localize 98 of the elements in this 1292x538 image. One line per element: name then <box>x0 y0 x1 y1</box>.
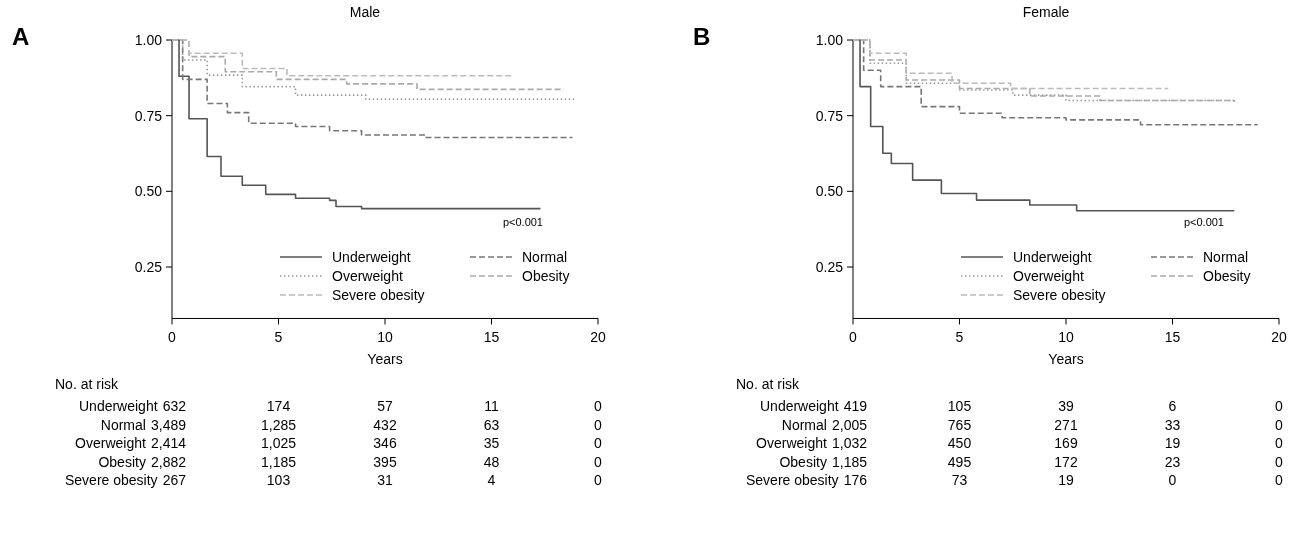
text: No. at risk <box>54 376 119 392</box>
text: Severe obesity <box>64 472 158 488</box>
text: 48 <box>483 453 500 470</box>
legend-label: Overweight <box>332 268 403 284</box>
text: 35 <box>483 435 500 451</box>
text: 450 <box>947 435 972 451</box>
x-tick-label: 0 <box>849 329 858 346</box>
text: 495 <box>947 453 972 470</box>
chart-title: Female <box>1022 4 1070 20</box>
text: 1,185 <box>831 453 868 470</box>
text: 169 <box>1054 435 1078 451</box>
text: No. at risk <box>735 376 800 392</box>
y-tick-label: 0.75 <box>815 107 844 124</box>
y-tick-label: 0.50 <box>815 183 844 200</box>
text: 419 <box>843 398 868 414</box>
legend-label: Underweight <box>1013 249 1092 265</box>
y-tick-label: 1.00 <box>815 32 844 48</box>
text: Normal <box>100 416 146 433</box>
text: 2,414 <box>150 435 187 451</box>
text: Underweight <box>759 398 839 414</box>
x-tick-label: 0 <box>168 329 177 346</box>
text: Underweight <box>78 398 158 414</box>
y-tick-label: 0.25 <box>815 259 844 275</box>
text: 172 <box>1054 453 1078 470</box>
text: 2,882 <box>150 453 187 470</box>
text: 0 <box>1275 435 1284 451</box>
text: 1,032 <box>831 435 868 451</box>
x-axis-title: Years <box>1048 351 1084 368</box>
text: 23 <box>1164 453 1181 470</box>
text: 0 <box>1275 398 1284 414</box>
y-tick-label: 1.00 <box>134 32 163 48</box>
text: 1,185 <box>260 453 297 470</box>
text: 267 <box>162 472 187 488</box>
text: 632 <box>162 398 187 414</box>
text: 31 <box>377 472 393 488</box>
x-tick-label: 20 <box>590 329 606 346</box>
y-tick-label: 0.50 <box>134 183 163 200</box>
text: 19 <box>1058 472 1074 488</box>
text: 3,489 <box>150 416 187 433</box>
text: 0 <box>594 416 603 433</box>
text: 176 <box>843 472 868 488</box>
text: 0 <box>594 398 603 414</box>
text: 57 <box>377 398 393 414</box>
legend-label: Obesity <box>1203 268 1251 284</box>
text: 174 <box>266 398 291 414</box>
x-tick-label: 10 <box>377 329 393 346</box>
annotation: p<0.001 <box>1183 216 1224 228</box>
text: Overweight <box>756 435 827 451</box>
text: 33 <box>1164 416 1181 433</box>
x-tick-label: 20 <box>1271 329 1287 346</box>
text: 765 <box>947 416 972 433</box>
text: 1,025 <box>260 435 297 451</box>
text: 432 <box>373 416 397 433</box>
text: 1,285 <box>260 416 297 433</box>
x-tick-label: 10 <box>1058 329 1074 346</box>
legend-label: Normal <box>522 249 568 265</box>
text: Obesity <box>779 453 827 470</box>
x-tick-label: 15 <box>483 329 500 346</box>
text: 0 <box>1275 416 1284 433</box>
text: 0 <box>594 472 603 488</box>
text: 63 <box>483 416 500 433</box>
legend-label: Severe obesity <box>1013 287 1106 303</box>
text: 395 <box>373 453 397 470</box>
x-tick-label: 5 <box>955 329 964 346</box>
text: 0 <box>1275 472 1284 488</box>
text: 73 <box>951 472 968 488</box>
text: 39 <box>1058 398 1074 414</box>
text: 0 <box>594 435 603 451</box>
text: 0 <box>1168 472 1177 488</box>
text: Obesity <box>98 453 146 470</box>
text: 2,005 <box>831 416 868 433</box>
annotation: p<0.001 <box>502 216 543 228</box>
text: 6 <box>1168 398 1177 414</box>
y-tick-label: 0.25 <box>134 259 163 275</box>
legend-label: Normal <box>1203 249 1249 265</box>
legend-label: Severe obesity <box>332 287 425 303</box>
legend-label: Obesity <box>522 268 570 284</box>
text: B <box>693 23 711 50</box>
text: 105 <box>947 398 972 414</box>
legend-label: Underweight <box>332 249 411 265</box>
text: 4 <box>487 472 496 488</box>
x-axis-title: Years <box>367 351 403 368</box>
text: A <box>12 23 30 50</box>
legend-label: Overweight <box>1013 268 1084 284</box>
x-tick-label: 5 <box>274 329 283 346</box>
text: 19 <box>1164 435 1181 451</box>
text: 0 <box>1275 453 1284 470</box>
text: 0 <box>594 453 603 470</box>
chart-title: Male <box>349 4 381 20</box>
text: Severe obesity <box>745 472 839 488</box>
text: Normal <box>781 416 827 433</box>
text: Overweight <box>75 435 146 451</box>
text: 346 <box>373 435 397 451</box>
text: 271 <box>1054 416 1078 433</box>
y-tick-label: 0.75 <box>134 107 163 124</box>
text: 103 <box>266 472 291 488</box>
x-tick-label: 15 <box>1164 329 1181 346</box>
text: 11 <box>484 398 499 414</box>
